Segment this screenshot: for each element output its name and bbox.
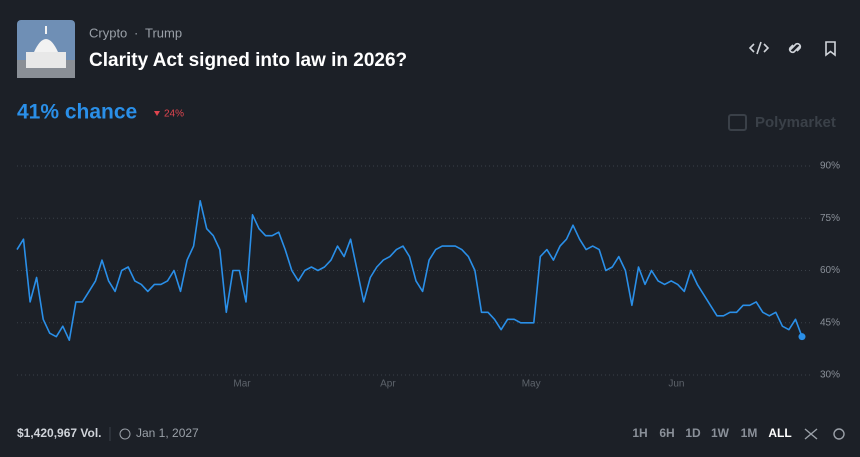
toolbar	[748, 41, 836, 57]
change: 24%	[164, 109, 184, 120]
breadcrumb[interactable]: Trump	[145, 25, 182, 40]
price-line	[16, 200, 803, 341]
y-tick-label: 30%	[820, 370, 840, 381]
y-tick-label: 90%	[820, 161, 840, 172]
embed-icon[interactable]	[748, 41, 770, 55]
down-arrow	[154, 111, 160, 116]
range-button[interactable]: 1H	[632, 426, 647, 440]
link-icon[interactable]	[788, 42, 802, 54]
x-tick-label: May	[522, 379, 541, 390]
logo	[728, 114, 747, 131]
current-point	[798, 333, 806, 341]
y-tick-label: 75%	[820, 213, 840, 224]
volume: $1,420,967 Vol.	[17, 426, 102, 440]
end-date: Jan 1, 2027	[136, 426, 199, 440]
breadcrumb[interactable]: Crypto	[89, 25, 127, 40]
shuffle-icon[interactable]	[804, 428, 818, 440]
watermark: Polymarket	[755, 114, 836, 131]
x-tick-label: Mar	[233, 379, 251, 390]
range-button[interactable]: 1M	[741, 426, 758, 440]
y-tick-label: 60%	[820, 265, 840, 276]
range-button[interactable]: 6H	[659, 426, 674, 440]
clock-icon	[119, 428, 131, 440]
range-button[interactable]: ALL	[768, 426, 791, 440]
settings-icon[interactable]	[833, 428, 845, 440]
market-icon	[17, 20, 75, 78]
market-title: Clarity Act signed into law in 2026?	[89, 50, 407, 71]
chance: 41% chance	[17, 101, 137, 124]
range-button[interactable]: 1D	[685, 426, 701, 440]
x-tick-label: Apr	[380, 379, 396, 390]
separator: ·	[134, 25, 138, 40]
y-tick-label: 45%	[820, 317, 840, 328]
bookmark-icon[interactable]	[825, 41, 836, 57]
range-button[interactable]: 1W	[711, 426, 730, 440]
chart-controls	[804, 428, 845, 440]
x-tick-label: Jun	[668, 379, 684, 390]
